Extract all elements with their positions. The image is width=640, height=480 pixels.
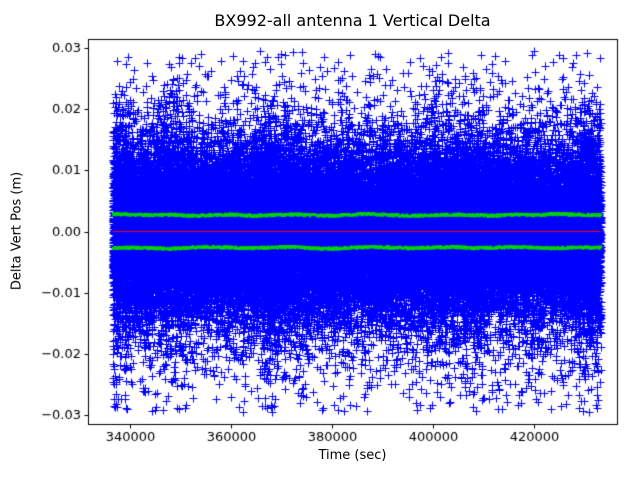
y-axis-label: Delta Vert Pos (m) bbox=[9, 171, 25, 291]
x-axis-label: Time (sec) bbox=[318, 448, 387, 463]
chart-title: BX992-all antenna 1 Vertical Delta bbox=[214, 11, 491, 30]
